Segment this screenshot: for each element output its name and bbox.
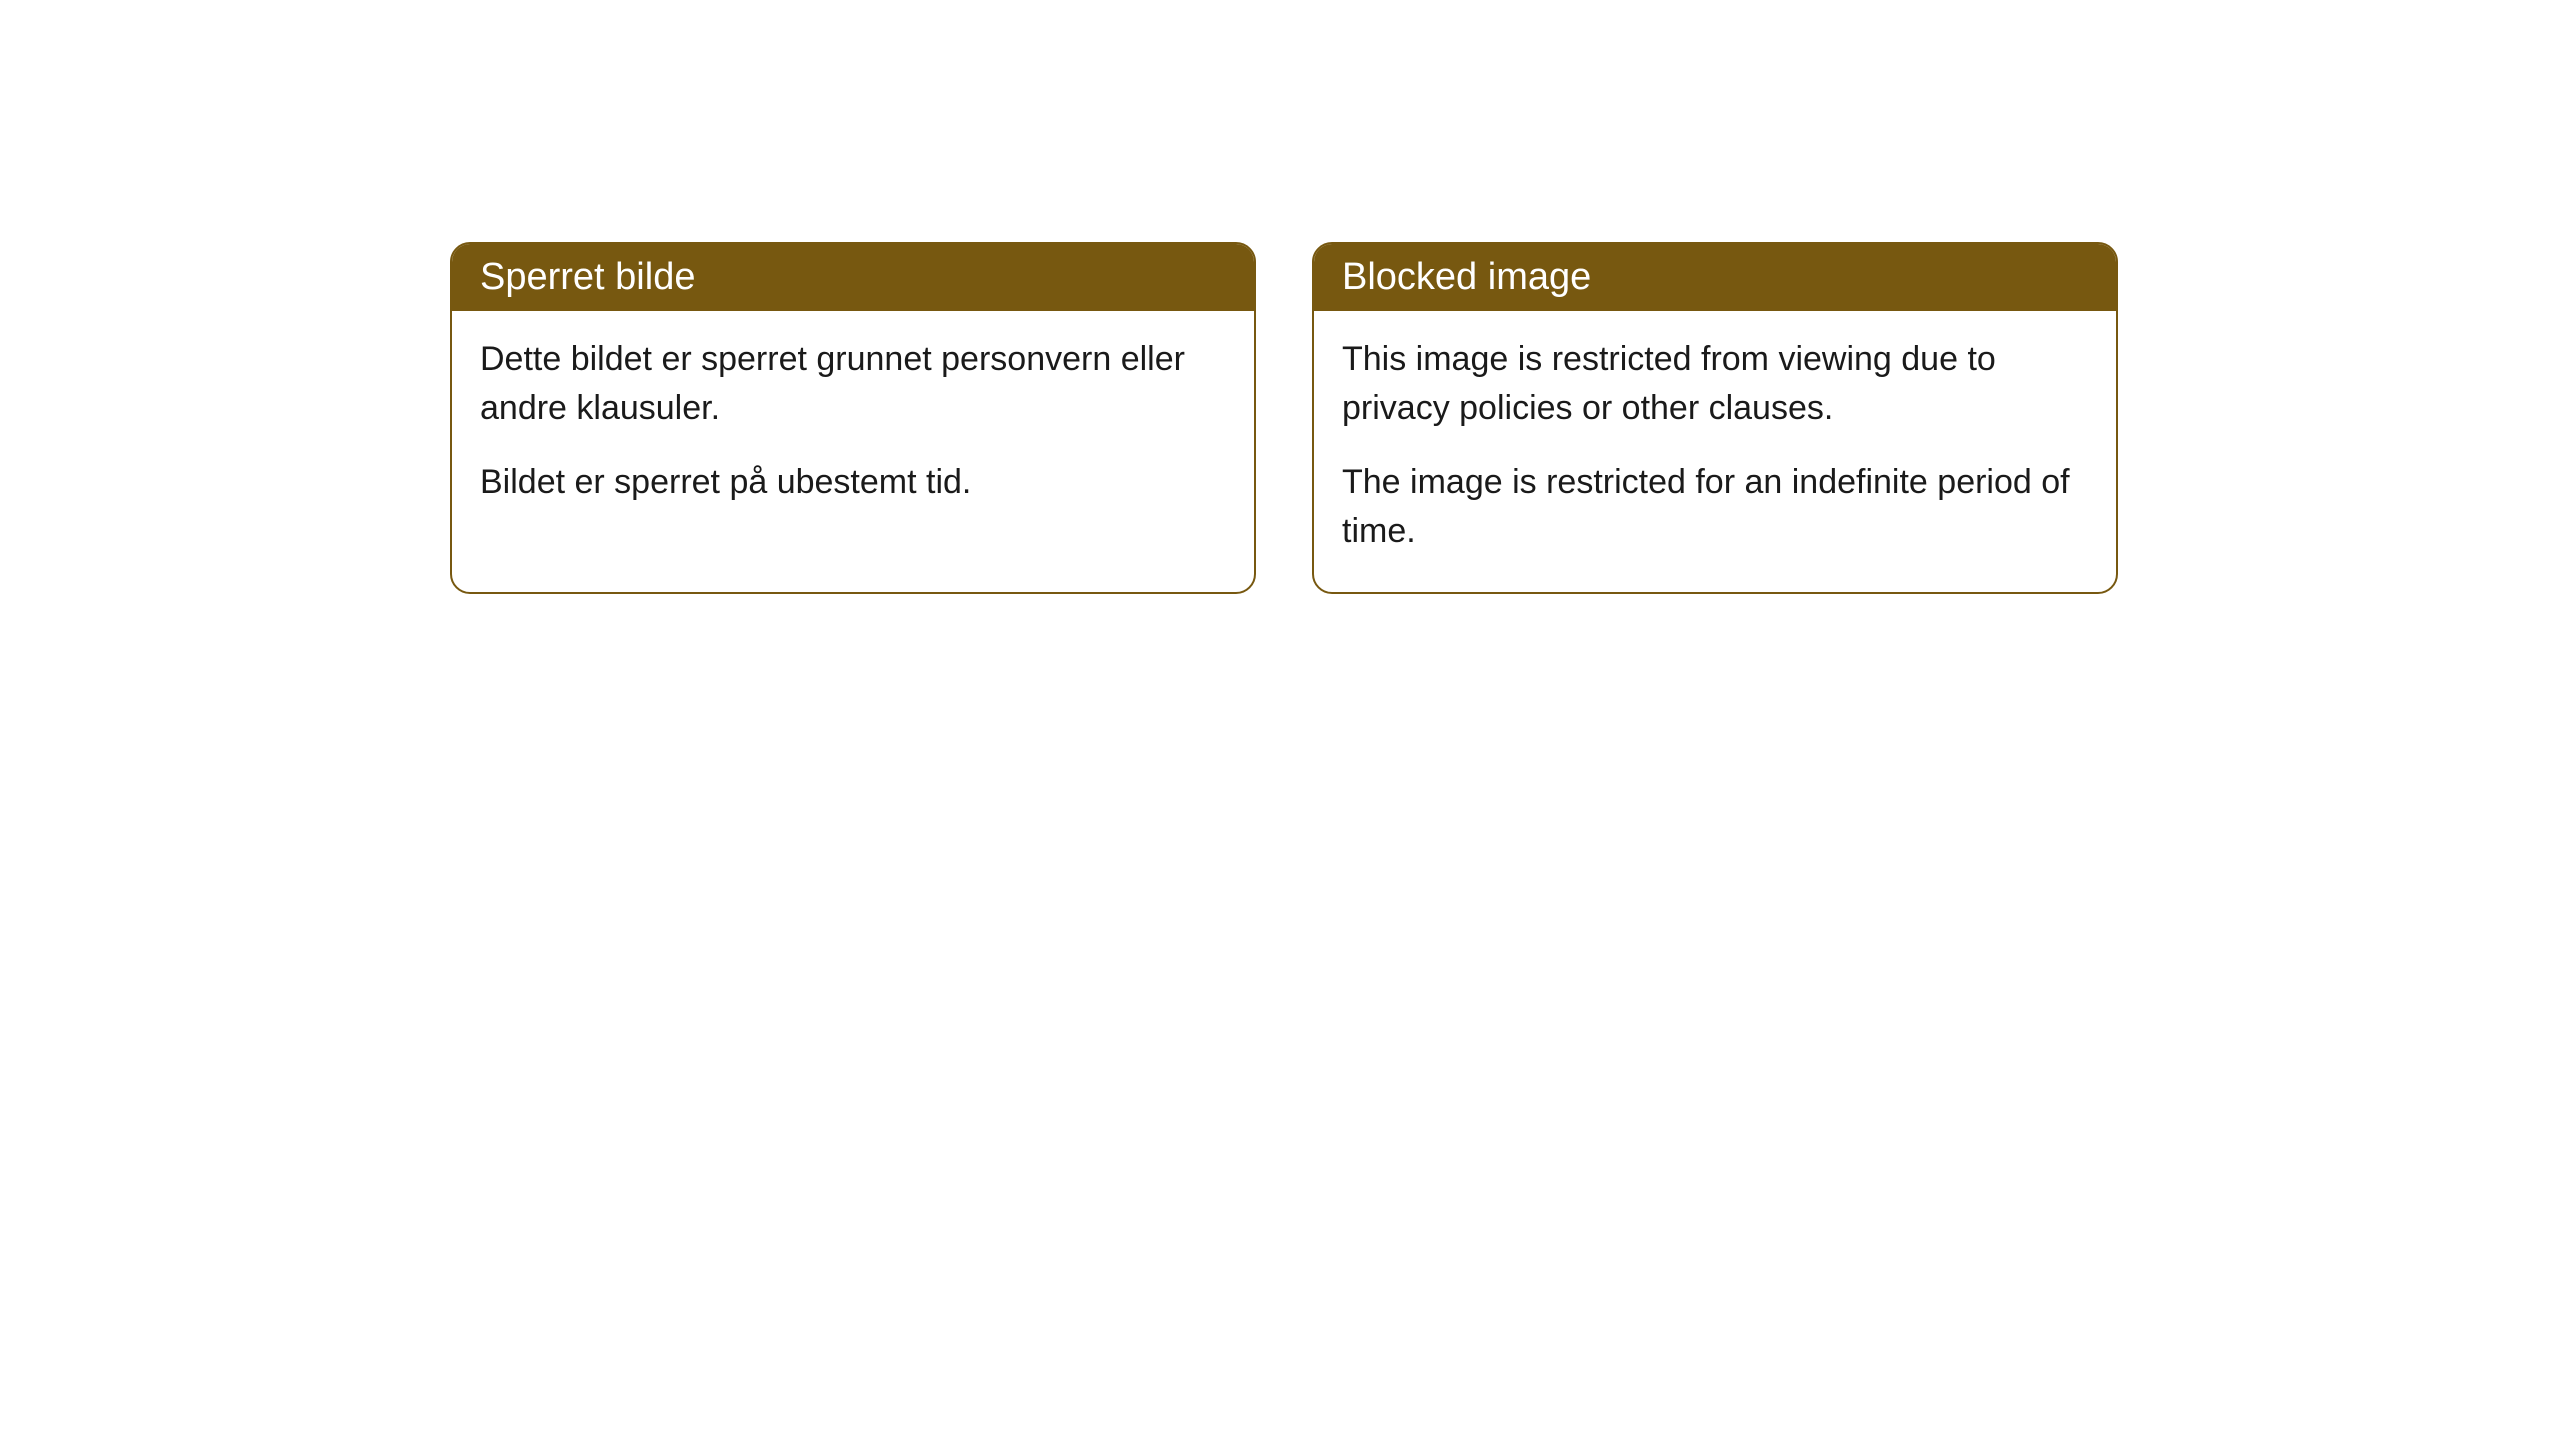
blocked-image-card-no: Sperret bilde Dette bildet er sperret gr… bbox=[450, 242, 1256, 594]
card-body-en: This image is restricted from viewing du… bbox=[1314, 311, 2116, 592]
card-title-no: Sperret bilde bbox=[480, 256, 695, 298]
card-header-en: Blocked image bbox=[1314, 244, 2116, 311]
card-body-text-en-1: This image is restricted from viewing du… bbox=[1342, 335, 2088, 434]
cards-container: Sperret bilde Dette bildet er sperret gr… bbox=[450, 242, 2118, 594]
blocked-image-card-en: Blocked image This image is restricted f… bbox=[1312, 242, 2118, 594]
card-header-no: Sperret bilde bbox=[452, 244, 1254, 311]
card-title-en: Blocked image bbox=[1342, 256, 1591, 298]
card-body-text-no-2: Bildet er sperret på ubestemt tid. bbox=[480, 458, 1226, 507]
card-body-text-en-2: The image is restricted for an indefinit… bbox=[1342, 458, 2088, 557]
card-body-no: Dette bildet er sperret grunnet personve… bbox=[452, 311, 1254, 543]
card-body-text-no-1: Dette bildet er sperret grunnet personve… bbox=[480, 335, 1226, 434]
